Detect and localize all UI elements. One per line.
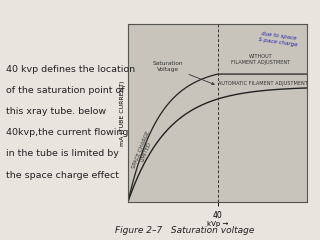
Text: Figure 2–7   Saturation voltage: Figure 2–7 Saturation voltage [115,226,255,235]
Text: of the saturation point of: of the saturation point of [6,86,125,95]
Text: in the tube is limited by: in the tube is limited by [6,150,119,158]
Text: AUTOMATIC FILAMENT ADJUSTMENT: AUTOMATIC FILAMENT ADJUSTMENT [218,81,307,86]
Y-axis label: mA (TUBE CURRENT): mA (TUBE CURRENT) [120,80,125,145]
Text: SPACE CHARGE
LIMITED: SPACE CHARGE LIMITED [131,130,156,172]
Text: the space charge effect: the space charge effect [6,171,119,180]
Text: WITHOUT
FILAMENT ADJUSTMENT: WITHOUT FILAMENT ADJUSTMENT [231,54,290,65]
Text: 40kvp,the current flowing: 40kvp,the current flowing [6,128,129,137]
Text: due to space
S-pace charge: due to space S-pace charge [258,31,298,47]
Text: 40 kvp defines the location: 40 kvp defines the location [6,65,136,74]
Text: Saturation
Voltage: Saturation Voltage [153,61,214,85]
Text: this xray tube. below: this xray tube. below [6,107,107,116]
X-axis label: kVp →: kVp → [207,221,228,227]
